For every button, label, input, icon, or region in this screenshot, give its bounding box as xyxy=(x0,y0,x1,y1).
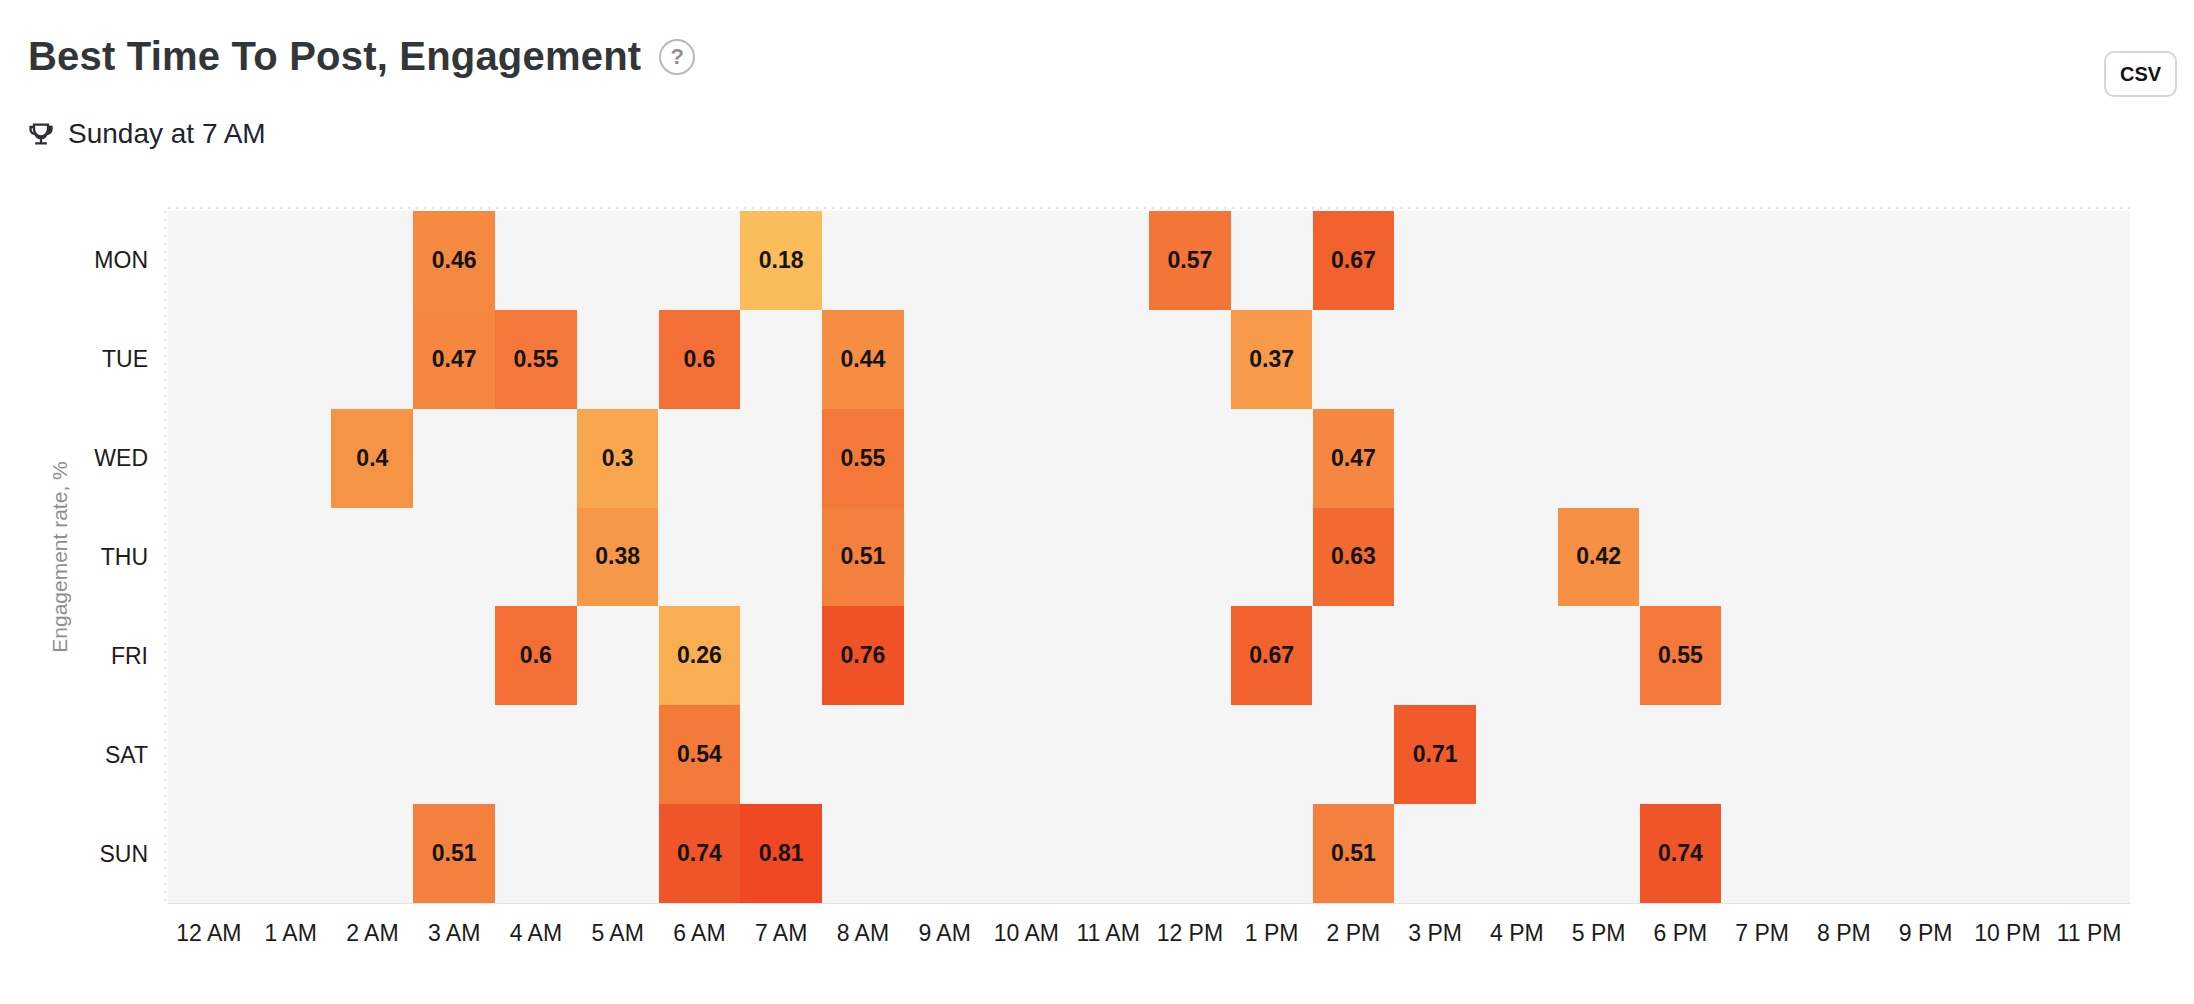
x-axis-label: 3 AM xyxy=(428,920,480,947)
heatmap-cell[interactable]: 0.37 xyxy=(1231,310,1313,409)
x-axis-label: 5 AM xyxy=(591,920,643,947)
x-axis-label: 8 PM xyxy=(1817,920,1871,947)
x-axis-label: 5 PM xyxy=(1572,920,1626,947)
help-icon[interactable]: ? xyxy=(659,39,695,75)
heatmap-cell[interactable]: 0.51 xyxy=(822,508,904,607)
heatmap-cell[interactable]: 0.55 xyxy=(1640,606,1722,705)
x-axis-line xyxy=(168,903,2130,904)
y-axis-label: SAT xyxy=(105,741,148,768)
heatmap-cell[interactable]: 0.81 xyxy=(740,804,822,903)
heatmap-cell[interactable]: 0.18 xyxy=(740,211,822,310)
plot-left-dotted-line xyxy=(164,211,166,903)
x-axis-label: 9 PM xyxy=(1899,920,1953,947)
x-axis-label: 8 AM xyxy=(837,920,889,947)
y-axis-label: THU xyxy=(101,544,148,571)
y-axis-label: MON xyxy=(94,247,148,274)
page-title: Best Time To Post, Engagement xyxy=(28,34,641,79)
x-axis-label: 11 PM xyxy=(2057,920,2122,947)
x-axis-label: 4 AM xyxy=(510,920,562,947)
heatmap-cell[interactable]: 0.6 xyxy=(659,310,741,409)
x-axis-label: 6 PM xyxy=(1654,920,1708,947)
heatmap-cell[interactable]: 0.55 xyxy=(822,409,904,508)
x-axis-label: 1 AM xyxy=(264,920,316,947)
best-time-label: Sunday at 7 AM xyxy=(68,118,266,150)
heatmap-cell[interactable]: 0.46 xyxy=(413,211,495,310)
x-axis-label: 2 AM xyxy=(346,920,398,947)
x-axis-label: 11 AM xyxy=(1076,920,1140,947)
x-axis-label: 1 PM xyxy=(1245,920,1299,947)
x-axis-label: 3 PM xyxy=(1408,920,1462,947)
widget-header: Best Time To Post, Engagement ? xyxy=(28,34,695,79)
y-axis-label: SUN xyxy=(99,840,148,867)
heatmap-cell[interactable]: 0.42 xyxy=(1558,508,1640,607)
x-axis-label: 6 AM xyxy=(673,920,725,947)
heatmap-cell[interactable]: 0.63 xyxy=(1313,508,1395,607)
heatmap-cell[interactable]: 0.67 xyxy=(1313,211,1395,310)
heatmap-cell[interactable]: 0.71 xyxy=(1394,705,1476,804)
heatmap-cell[interactable]: 0.3 xyxy=(577,409,659,508)
x-axis-label: 12 AM xyxy=(176,920,241,947)
heatmap-cell[interactable]: 0.55 xyxy=(495,310,577,409)
heatmap-cell[interactable]: 0.6 xyxy=(495,606,577,705)
x-axis-label: 2 PM xyxy=(1327,920,1381,947)
y-axis-label: TUE xyxy=(102,346,148,373)
heatmap-cell[interactable]: 0.74 xyxy=(659,804,741,903)
heatmap-cell[interactable]: 0.38 xyxy=(577,508,659,607)
y-axis-label: WED xyxy=(94,445,148,472)
x-axis-label: 4 PM xyxy=(1490,920,1544,947)
plot-top-dotted-line xyxy=(168,207,2130,209)
heatmap-cell[interactable]: 0.47 xyxy=(413,310,495,409)
x-axis-labels: 12 AM 1 AM 2 AM 3 AM 4 AM 5 AM 6 AM 7 AM 8 AM 9 A… xyxy=(168,920,2130,954)
x-axis-label: 10 AM xyxy=(994,920,1059,947)
heatmap-cell[interactable]: 0.67 xyxy=(1231,606,1313,705)
y-axis-label: FRI xyxy=(111,642,148,669)
x-axis-label: 10 PM xyxy=(1974,920,2040,947)
heatmap-cell[interactable]: 0.26 xyxy=(659,606,741,705)
heatmap-cell[interactable]: 0.51 xyxy=(1313,804,1395,903)
csv-export-button[interactable]: CSV xyxy=(2104,51,2177,97)
heatmap-cell[interactable]: 0.51 xyxy=(413,804,495,903)
best-time-row: Sunday at 7 AM xyxy=(27,118,266,150)
heatmap-cell[interactable]: 0.74 xyxy=(1640,804,1722,903)
x-axis-label: 12 PM xyxy=(1157,920,1223,947)
x-axis-label: 7 AM xyxy=(755,920,807,947)
heatmap-cell[interactable]: 0.57 xyxy=(1149,211,1231,310)
heatmap-cell[interactable]: 0.47 xyxy=(1313,409,1395,508)
heatmap-cell[interactable]: 0.44 xyxy=(822,310,904,409)
x-axis-label: 9 AM xyxy=(918,920,970,947)
heatmap-cell[interactable]: 0.4 xyxy=(331,409,413,508)
heatmap-plot-area: 0.460.180.570.670.470.550.60.440.370.40.… xyxy=(168,211,2130,903)
x-axis-label: 7 PM xyxy=(1735,920,1789,947)
heatmap-cell[interactable]: 0.54 xyxy=(659,705,741,804)
heatmap-cell[interactable]: 0.76 xyxy=(822,606,904,705)
trophy-icon xyxy=(27,120,55,148)
y-axis-labels: MON TUE WED THU FRI SAT SUN xyxy=(0,211,148,903)
best-time-to-post-widget: Best Time To Post, Engagement ? CSV Sund… xyxy=(0,0,2194,1004)
